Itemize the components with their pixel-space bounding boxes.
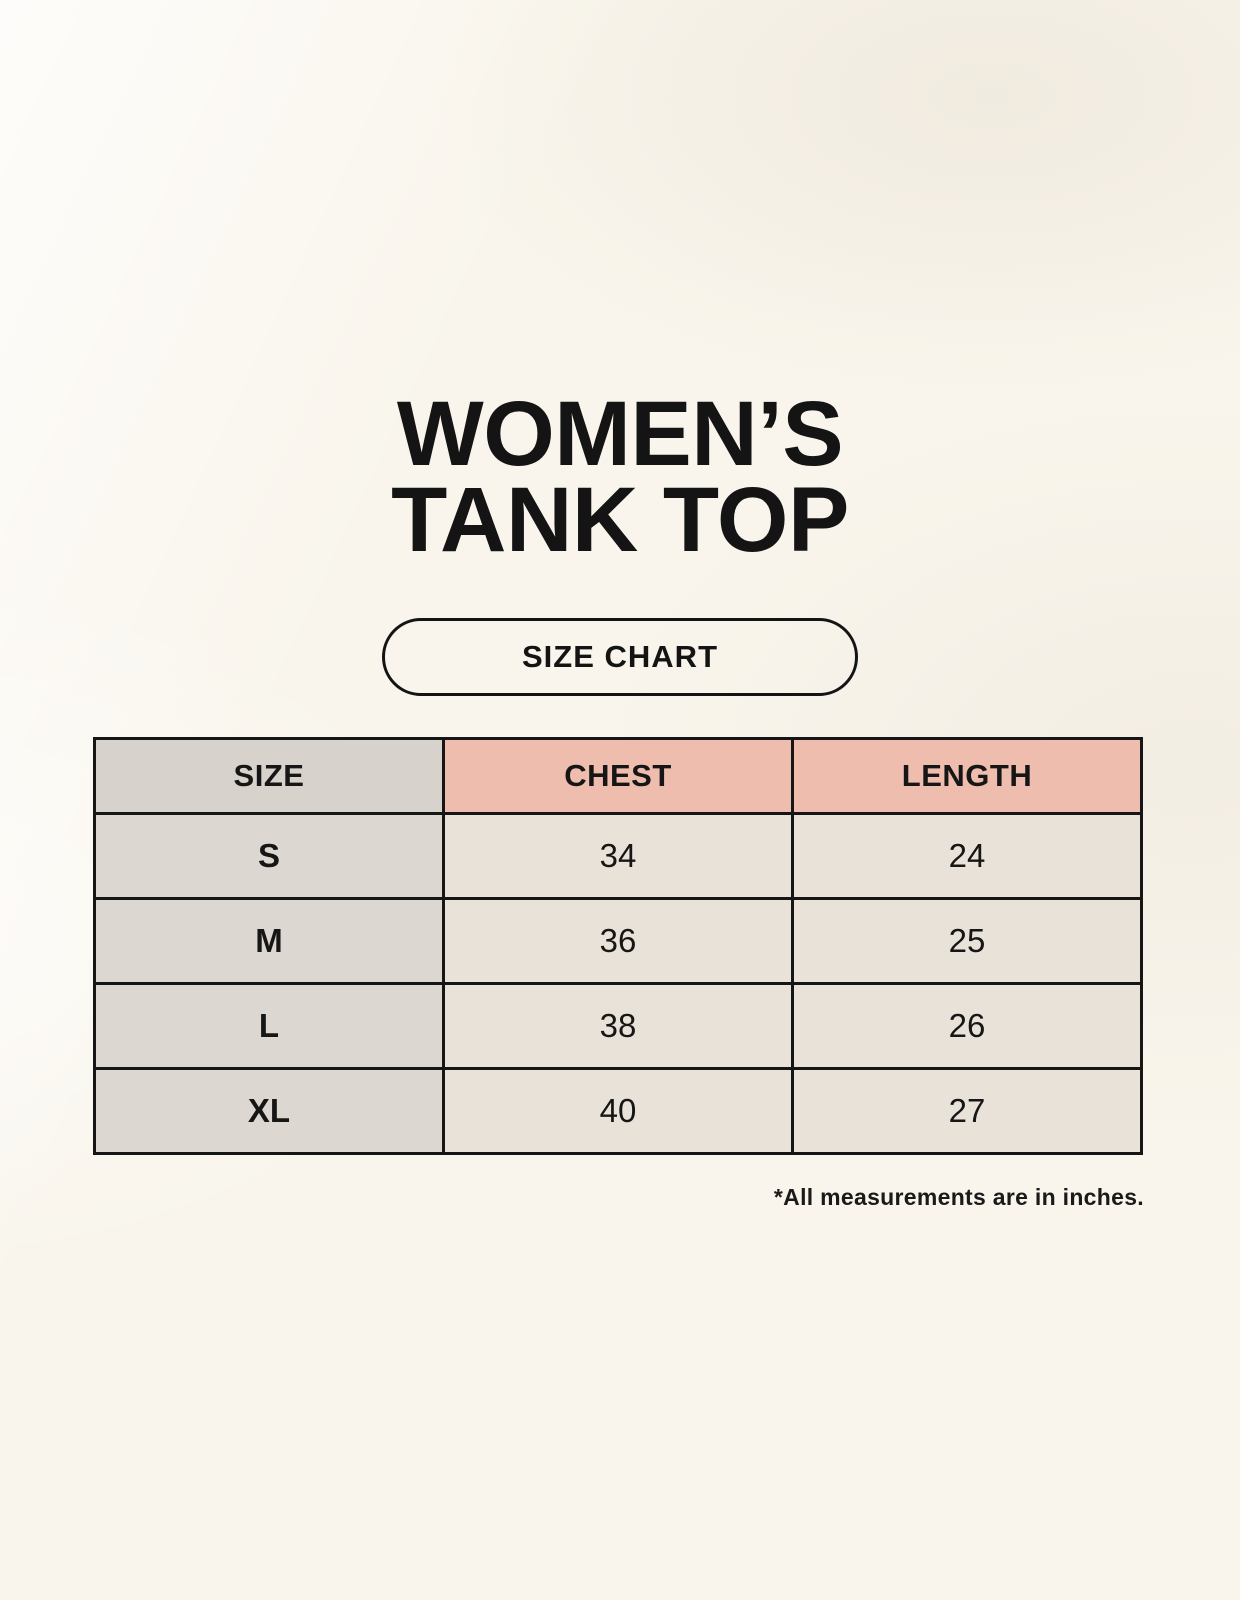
row-label-l: L	[93, 982, 445, 1070]
row-label-xl: XL	[93, 1067, 445, 1155]
length-value-s: 24	[791, 812, 1143, 900]
chest-value-l: 38	[442, 982, 794, 1070]
table-header-row: SIZE CHEST LENGTH	[93, 737, 1143, 815]
table-row-s: S 34 24	[93, 812, 1143, 900]
column-header-size: SIZE	[93, 737, 445, 815]
page-title: WOMEN’S TANK TOP	[0, 383, 1240, 571]
column-header-length: LENGTH	[791, 737, 1143, 815]
column-header-chest: CHEST	[442, 737, 794, 815]
row-label-s: S	[93, 812, 445, 900]
length-value-xl: 27	[791, 1067, 1143, 1155]
measurements-footnote: *All measurements are in inches.	[773, 1184, 1144, 1210]
table-row-xl: XL 40 27	[93, 1067, 1143, 1155]
page-title-line1: WOMEN’S	[396, 383, 844, 485]
size-chart-button[interactable]: SIZE CHART	[382, 618, 858, 696]
chest-value-m: 36	[442, 897, 794, 985]
size-chart-table: SIZE CHEST LENGTH S 34 24 M 36 25 L 38 2…	[93, 737, 1143, 1155]
chest-value-xl: 40	[442, 1067, 794, 1155]
chest-value-s: 34	[442, 812, 794, 900]
row-label-m: M	[93, 897, 445, 985]
length-value-m: 25	[791, 897, 1143, 985]
table-row-l: L 38 26	[93, 982, 1143, 1070]
length-value-l: 26	[791, 982, 1143, 1070]
table-row-m: M 36 25	[93, 897, 1143, 985]
page-title-line2: TANK TOP	[391, 468, 849, 571]
